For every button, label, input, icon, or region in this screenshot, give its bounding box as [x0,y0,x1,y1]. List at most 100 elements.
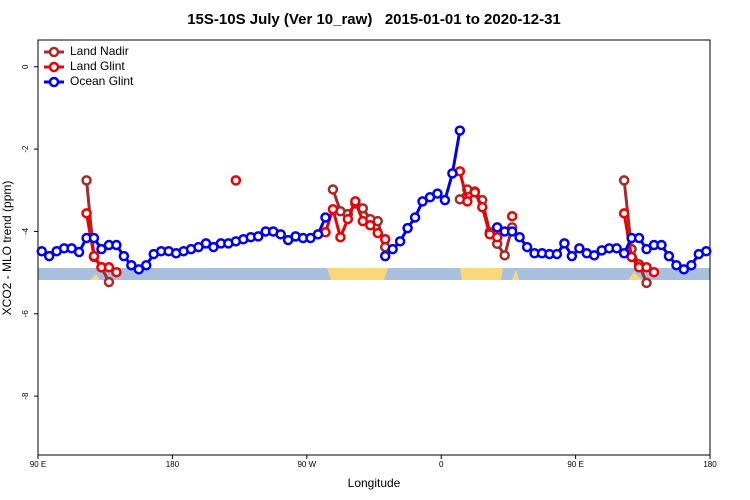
point [671,259,682,271]
legend-swatch [48,46,60,58]
point [439,194,451,206]
point [402,222,413,234]
point [275,229,286,240]
point [81,175,92,186]
point [477,201,488,213]
point [372,215,383,227]
point [678,264,690,275]
point [141,259,152,271]
point [506,210,518,222]
point [521,241,533,253]
point [641,277,652,289]
point [118,250,130,262]
y-tick-label: -4 [21,227,30,235]
point [447,168,458,179]
point [633,232,645,244]
point [88,250,100,262]
x-tick-label: 90 E [30,460,46,469]
point [387,243,398,255]
x-tick-label: 180 [166,460,180,469]
point [36,245,47,257]
point [379,250,391,262]
point [641,243,652,255]
y-axis-label: XCO2 - MLO trend (ppm) [0,181,14,316]
x-axis-label: Longitude [348,476,401,490]
point [96,243,107,255]
point [686,259,697,271]
point [103,262,115,273]
point [641,262,652,273]
legend-label: Land Glint [70,59,125,73]
point [394,236,406,247]
point [663,250,675,262]
point [81,208,92,219]
point [335,231,346,243]
point [469,187,481,198]
point [491,222,503,233]
point [312,229,324,240]
point [365,220,376,231]
point [551,248,563,260]
point [43,250,55,262]
point [357,215,369,227]
y-tick-label: -2 [21,145,30,153]
point [432,188,443,199]
point [514,231,525,243]
land-ocean-band [38,268,710,280]
point [133,264,145,275]
land-band [460,268,503,280]
point [350,196,361,207]
point [499,250,510,261]
chart-title: 15S-10S July (Ver 10_raw) 2015-01-01 to … [187,11,561,28]
point [111,266,122,278]
point [462,196,473,207]
y-tick-label: -8 [21,392,30,400]
land-band [327,268,388,280]
point [88,232,100,244]
point [253,231,264,242]
y-tick-label: 0 [21,64,30,69]
legend-swatch [48,61,60,73]
point [372,227,383,239]
land-band [90,274,100,280]
x-tick-label: 180 [703,460,717,469]
point [611,243,622,254]
point [103,276,115,288]
point [701,245,712,257]
point [648,266,660,278]
series-line [85,180,648,284]
y-tick-label: -6 [21,310,30,318]
point [491,231,503,243]
point [342,213,354,225]
point [559,238,570,249]
point [379,234,391,245]
point [111,239,122,251]
legend-label: Land Nadir [70,44,129,58]
x-tick-label: 90 E [567,460,583,469]
point [454,125,466,136]
point [618,248,630,259]
legend-swatch [48,76,60,88]
point [589,250,600,261]
point [574,243,585,254]
point [618,208,630,219]
point [618,175,630,186]
point [73,246,85,258]
point [417,196,428,207]
point [327,184,339,195]
land-band [512,270,519,280]
point [409,212,421,223]
point [320,212,331,223]
plot-frame [37,39,711,456]
point [126,259,137,271]
point [506,226,518,237]
point [566,250,578,262]
x-tick-label: 90 W [297,460,316,469]
x-tick-label: 0 [439,460,444,469]
point [656,239,667,251]
land-band [628,272,642,280]
point [327,203,339,215]
legend-label: Ocean Glint [70,74,134,88]
point [230,175,242,186]
